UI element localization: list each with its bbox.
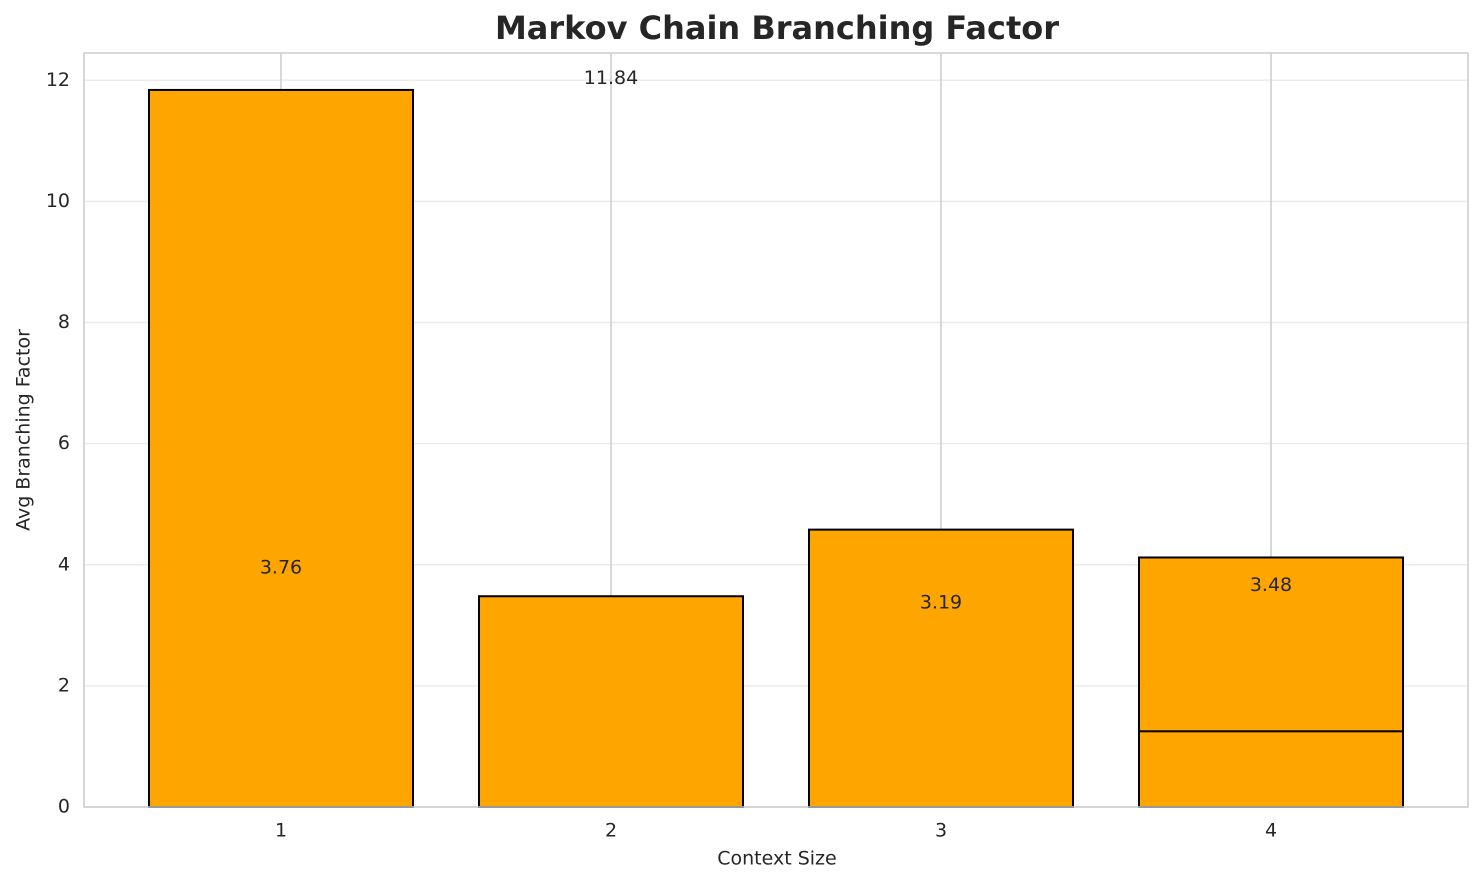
y-tick-label: 12 [46, 69, 70, 91]
x-tick-label: 2 [605, 820, 617, 842]
plot-frame [83, 52, 1469, 808]
bar [478, 595, 744, 808]
bar [148, 88, 414, 808]
y-tick-label: 0 [58, 796, 70, 818]
annotation: 3.48 [1250, 574, 1292, 596]
y-tick-label: 2 [58, 674, 70, 696]
y-tick-label: 6 [58, 432, 70, 454]
x-tick-label: 4 [1265, 820, 1277, 842]
x-axis-label: Context Size [717, 848, 836, 870]
bar [808, 528, 1074, 808]
chart-title: Markov Chain Branching Factor [495, 9, 1059, 47]
annotation: 3.19 [920, 591, 962, 613]
annotation: 3.76 [260, 556, 302, 578]
y-tick-label: 10 [46, 190, 70, 212]
x-tick-label: 3 [935, 820, 947, 842]
x-tick-label: 1 [275, 820, 287, 842]
y-axis-label: Avg Branching Factor [13, 329, 35, 531]
bar [1138, 730, 1404, 808]
y-tick-label: 8 [58, 311, 70, 333]
annotation: 11.84 [584, 67, 638, 89]
y-tick-label: 4 [58, 553, 70, 575]
